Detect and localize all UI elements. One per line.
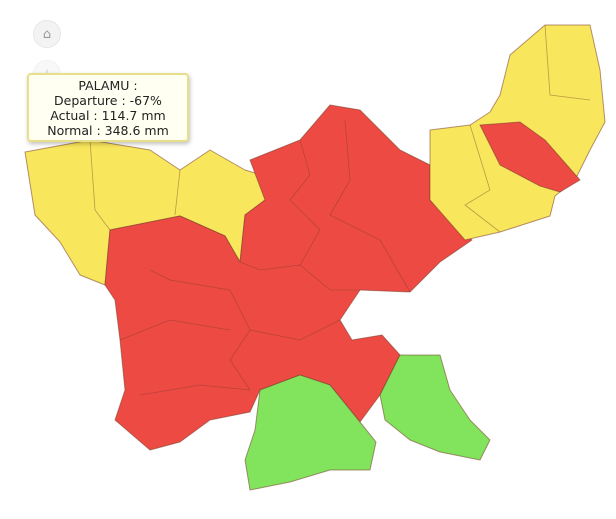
district-boundary [119, 319, 231, 341]
district-boundary [174, 169, 181, 216]
district-shape[interactable] [104, 104, 473, 451]
district-boundary [139, 384, 251, 396]
region-southwest-green[interactable] [244, 374, 377, 491]
district-boundary [89, 139, 111, 231]
home-icon: ⌂ [42, 26, 52, 42]
district-boundary [464, 124, 501, 233]
region-east-green[interactable] [379, 354, 491, 461]
tooltip-departure: Departure : -67% [54, 93, 162, 108]
district-shape[interactable] [379, 354, 491, 461]
district-boundary [329, 119, 411, 293]
tooltip-normal: Normal : 348.6 mm [47, 123, 169, 138]
district-boundary [289, 139, 360, 291]
home-button[interactable]: ⌂ [33, 20, 61, 48]
district-boundary [544, 24, 591, 101]
tooltip-actual: Actual : 114.7 mm [50, 108, 166, 123]
region-northeast-red[interactable] [479, 121, 581, 193]
district-boundary [249, 319, 341, 341]
district-shape[interactable] [244, 374, 377, 491]
region-central-red[interactable] [104, 104, 473, 451]
district-boundary [239, 261, 301, 271]
district-tooltip: PALAMU : Departure : -67% Actual : 114.7… [27, 73, 189, 142]
district-shape[interactable] [479, 121, 581, 193]
district-boundary [149, 269, 251, 391]
tooltip-district: PALAMU : [78, 78, 138, 93]
